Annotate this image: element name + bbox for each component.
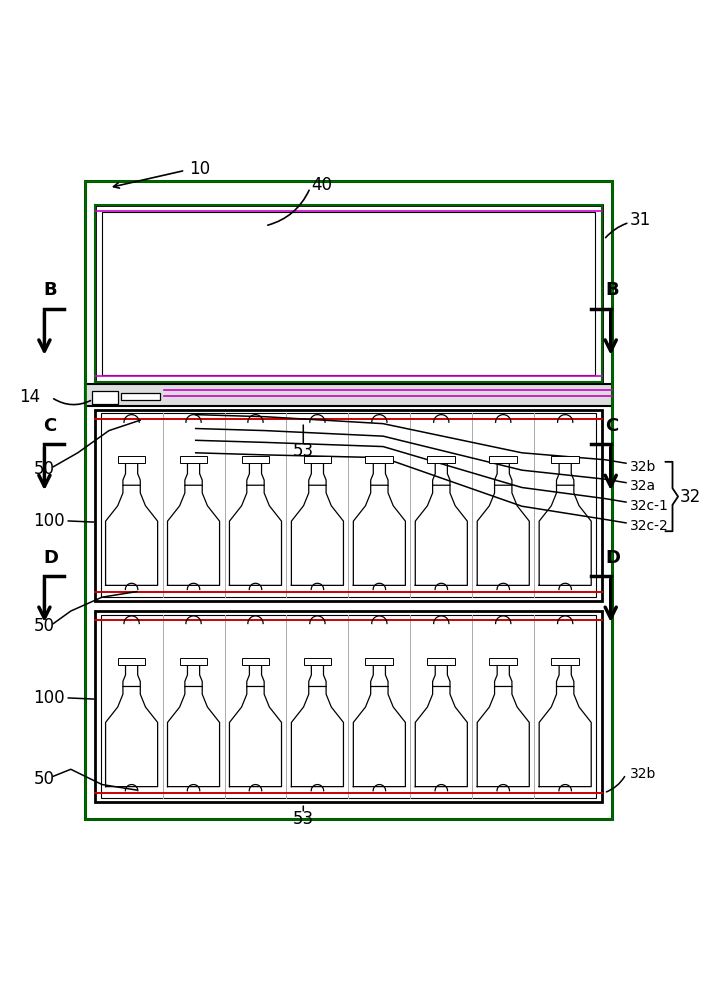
Bar bbox=[241, 658, 270, 665]
Text: D: D bbox=[605, 549, 620, 567]
Bar bbox=[366, 658, 393, 665]
Text: 14: 14 bbox=[19, 388, 40, 406]
Bar bbox=[95, 205, 602, 382]
Bar bbox=[427, 658, 455, 665]
Text: 31: 31 bbox=[630, 211, 652, 229]
Bar bbox=[179, 658, 208, 665]
Bar bbox=[551, 456, 579, 463]
Text: 50: 50 bbox=[34, 460, 55, 478]
Text: 10: 10 bbox=[189, 160, 210, 178]
Text: 50: 50 bbox=[34, 770, 55, 788]
Text: 53: 53 bbox=[293, 442, 314, 460]
Text: B: B bbox=[605, 281, 618, 299]
Bar bbox=[366, 456, 393, 463]
Bar bbox=[85, 181, 612, 819]
Text: 32b: 32b bbox=[630, 767, 656, 781]
Text: 40: 40 bbox=[311, 176, 333, 194]
Bar bbox=[101, 413, 596, 597]
Text: C: C bbox=[605, 417, 618, 435]
Bar bbox=[102, 212, 594, 375]
Bar bbox=[95, 410, 602, 601]
Bar bbox=[92, 391, 118, 404]
Bar bbox=[304, 456, 331, 463]
Bar bbox=[489, 456, 517, 463]
Text: D: D bbox=[43, 549, 58, 567]
Text: 100: 100 bbox=[32, 512, 64, 530]
Bar bbox=[85, 384, 612, 406]
Bar bbox=[118, 456, 145, 463]
Bar bbox=[95, 611, 602, 802]
Bar bbox=[179, 456, 208, 463]
Text: 53: 53 bbox=[293, 810, 314, 828]
Bar bbox=[118, 658, 145, 665]
Bar bbox=[489, 658, 517, 665]
Text: 50: 50 bbox=[34, 617, 55, 635]
Bar bbox=[101, 615, 596, 798]
Bar bbox=[121, 393, 160, 400]
Text: 32a: 32a bbox=[630, 479, 656, 493]
Text: B: B bbox=[43, 281, 56, 299]
Text: 32c-2: 32c-2 bbox=[630, 519, 668, 533]
Bar bbox=[427, 456, 455, 463]
Text: C: C bbox=[43, 417, 56, 435]
Text: 100: 100 bbox=[32, 689, 64, 707]
Bar bbox=[241, 456, 270, 463]
Bar bbox=[304, 658, 331, 665]
Text: 32: 32 bbox=[680, 488, 701, 506]
Text: 32b: 32b bbox=[630, 460, 656, 474]
Bar bbox=[551, 658, 579, 665]
Text: 32c-1: 32c-1 bbox=[630, 499, 669, 513]
